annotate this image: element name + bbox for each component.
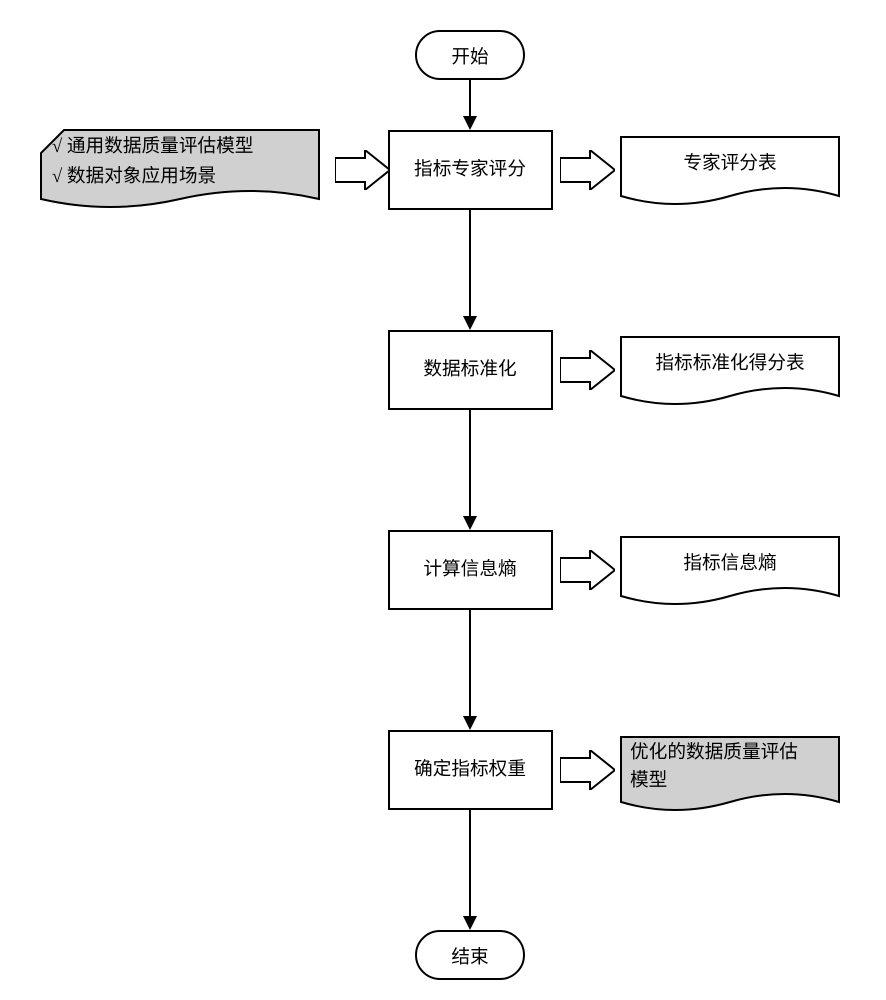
block-arrow-input-p1 [335,150,390,190]
output-doc-optimized-model: 优化的数据质量评估模型 [620,736,840,818]
input-doc-model: √ 通用数据质量评估模型√ 数据对象应用场景 [40,129,320,215]
output-doc-entropy: 指标信息熵 [620,536,840,612]
terminal-start: 开始 [415,30,525,80]
block-arrow-output-p1 [560,150,615,190]
process-expert-scoring: 指标专家评分 [388,130,553,210]
terminal-end: 结束 [415,930,525,980]
process-normalize: 数据标准化 [388,330,553,410]
output-doc-score-table: 专家评分表 [620,136,840,212]
block-arrow-output-p4 [560,750,615,790]
block-arrow-output-p3 [560,550,615,590]
block-arrow-output-p2 [560,350,615,390]
process-entropy: 计算信息熵 [388,530,553,610]
process-weights: 确定指标权重 [388,730,553,810]
output-doc-normalized-table: 指标标准化得分表 [620,336,840,412]
